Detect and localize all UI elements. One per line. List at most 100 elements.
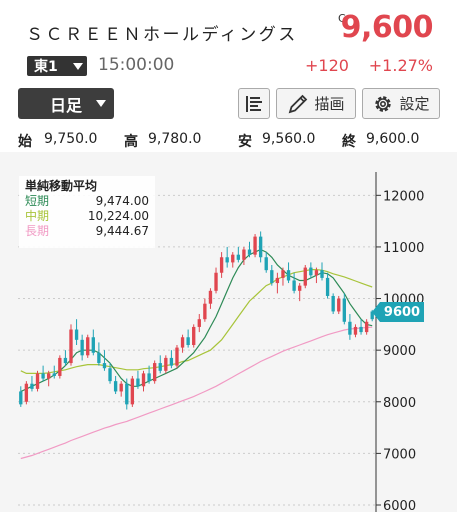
candle-body bbox=[136, 378, 140, 387]
y-tick-label: 7000 bbox=[383, 447, 416, 462]
candle-body bbox=[86, 337, 90, 356]
candle-body bbox=[119, 383, 123, 392]
candle-body bbox=[69, 329, 73, 364]
draw-button[interactable]: 描画 bbox=[276, 88, 356, 119]
candle bbox=[24, 381, 29, 405]
candle-body bbox=[314, 270, 319, 276]
candle bbox=[197, 314, 201, 333]
candle bbox=[258, 231, 263, 263]
ohlc-row: 始 9,750.0 高 9,780.0 安 9,560.0 終 9,600.0 bbox=[0, 128, 457, 152]
candle-body bbox=[214, 272, 218, 291]
settings-button[interactable]: 設定 bbox=[362, 88, 440, 119]
candle bbox=[97, 342, 101, 366]
candle-body bbox=[298, 285, 302, 291]
candle bbox=[125, 378, 129, 410]
close-label: 終 bbox=[342, 134, 356, 150]
candle bbox=[320, 262, 324, 281]
candle bbox=[281, 267, 285, 286]
candle-body bbox=[19, 391, 23, 405]
period-select-button[interactable]: 日足 bbox=[18, 88, 114, 119]
candle-body bbox=[47, 373, 51, 379]
candle-body bbox=[58, 357, 62, 376]
candle-body bbox=[35, 373, 40, 389]
candle-body bbox=[253, 236, 257, 255]
period-label: 日足 bbox=[49, 95, 82, 115]
candle bbox=[231, 252, 235, 268]
candle bbox=[19, 386, 23, 407]
candle-body bbox=[286, 270, 291, 281]
quote-header: ＳＣＲＥＥＮホールディングス C 9,600 東1 15:00:00 +120 … bbox=[0, 0, 457, 88]
candle bbox=[203, 298, 207, 322]
price-change: +120 bbox=[305, 56, 349, 75]
y-tick-label: 8000 bbox=[383, 396, 416, 411]
legend-mid-label: 中期 bbox=[25, 209, 50, 223]
candle-body bbox=[24, 383, 29, 402]
indicator-list-button[interactable] bbox=[238, 88, 270, 119]
candle bbox=[208, 288, 213, 309]
candle bbox=[108, 363, 112, 384]
candle bbox=[152, 360, 157, 384]
candle bbox=[147, 365, 151, 384]
candle bbox=[74, 319, 79, 345]
candle-body bbox=[108, 368, 112, 382]
candle bbox=[113, 375, 118, 395]
candle bbox=[359, 319, 363, 335]
mid-ma-line bbox=[20, 268, 373, 374]
candle-body bbox=[80, 339, 84, 356]
candle bbox=[136, 370, 140, 389]
market-select[interactable]: 東1 bbox=[27, 56, 87, 76]
candle bbox=[270, 265, 274, 286]
candle-body bbox=[102, 363, 107, 369]
short-ma-line bbox=[20, 248, 373, 393]
long-ma-line bbox=[20, 326, 373, 460]
gear-icon bbox=[375, 95, 392, 112]
open-value: 9,750.0 bbox=[44, 131, 98, 147]
candle bbox=[164, 355, 168, 374]
candle-body bbox=[275, 277, 280, 284]
candle bbox=[342, 293, 346, 325]
candle bbox=[236, 246, 241, 263]
candle bbox=[35, 370, 40, 392]
candle-body bbox=[113, 381, 118, 392]
candle-body bbox=[236, 254, 241, 260]
candle-body bbox=[231, 254, 235, 263]
candle-body bbox=[141, 373, 146, 387]
candle bbox=[309, 262, 313, 278]
legend-row-long: 長期 9,444.67 bbox=[25, 224, 149, 239]
candle bbox=[47, 370, 51, 387]
market-label: 東1 bbox=[34, 59, 58, 75]
candle-body bbox=[158, 363, 162, 371]
candle bbox=[130, 375, 135, 407]
candle-body bbox=[225, 257, 229, 263]
pencil-icon bbox=[289, 94, 308, 113]
candle bbox=[80, 334, 84, 361]
legend-long-value: 9,444.67 bbox=[95, 224, 149, 238]
candle-body bbox=[164, 357, 168, 371]
candle bbox=[91, 329, 95, 356]
legend-short-label: 短期 bbox=[25, 194, 50, 208]
candle-body bbox=[264, 257, 268, 271]
candle bbox=[141, 370, 146, 392]
candle-body bbox=[292, 280, 296, 291]
candle-body bbox=[303, 267, 307, 286]
price-prefix: C bbox=[338, 12, 346, 25]
candle bbox=[264, 252, 268, 273]
candle-body bbox=[359, 326, 363, 333]
candle bbox=[219, 252, 224, 278]
candle-body bbox=[270, 270, 274, 284]
candle-body bbox=[203, 303, 207, 320]
y-tick-label: 9000 bbox=[383, 344, 416, 359]
candle bbox=[286, 262, 291, 284]
candle bbox=[175, 345, 179, 369]
candle bbox=[298, 283, 302, 302]
candle-body bbox=[320, 270, 324, 278]
candle bbox=[242, 246, 246, 265]
candle bbox=[158, 355, 162, 374]
candle bbox=[337, 295, 341, 315]
legend-row-mid: 中期 10,224.00 bbox=[25, 209, 149, 224]
candle bbox=[192, 324, 196, 348]
chevron-down-icon bbox=[96, 100, 106, 107]
candle-body bbox=[186, 337, 190, 345]
candle bbox=[180, 334, 185, 353]
stock-name: ＳＣＲＥＥＮホールディングス bbox=[26, 25, 298, 45]
